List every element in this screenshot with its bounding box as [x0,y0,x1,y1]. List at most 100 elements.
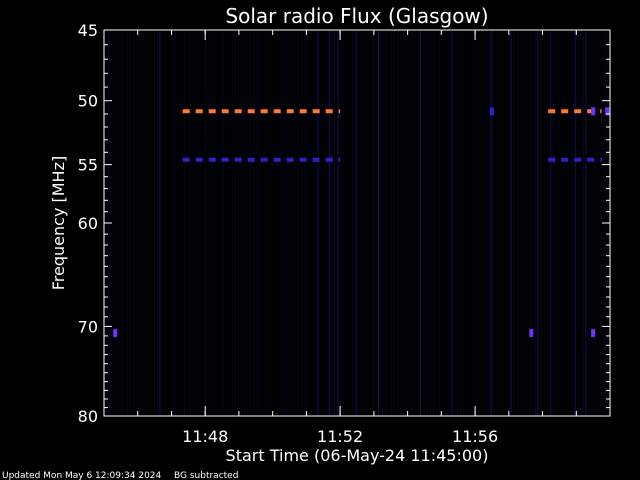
noise-column [172,31,173,415]
noise-column [460,31,461,415]
noise-column [538,31,539,415]
noise-column [211,31,212,415]
noise-column [151,31,152,415]
noise-column [115,31,116,415]
noise-streak [337,31,339,415]
noise-streak [329,31,331,415]
noise-column [286,31,287,415]
x-axis-label: Start Time (06-May-24 11:45:00) [226,446,489,465]
noise-column [541,31,542,415]
noise-column [430,31,431,415]
noise-column [385,31,386,415]
noise-column [436,31,437,415]
noise-column [259,31,260,415]
noise-streak [550,31,552,415]
noise-streak [585,31,587,415]
noise-column [379,31,380,415]
noise-column [214,31,215,415]
noise-column [484,31,485,415]
noise-column [346,31,347,415]
noise-column [169,31,170,415]
noise-column [487,31,488,415]
noise-column [205,31,206,415]
noise-column [532,31,533,415]
noise-column [523,31,524,415]
noise-column [568,31,569,415]
noise-streak [490,31,492,415]
noise-column [373,31,374,415]
noise-column [535,31,536,415]
noise-column [412,31,413,415]
y-axis-ticks: 45 50 55 60 70 80 [78,21,610,426]
noise-column [112,31,113,415]
noise-column [232,31,233,415]
emission-spot [529,329,534,338]
noise-column [358,31,359,415]
noise-column [559,31,560,415]
noise-column [409,31,410,415]
noise-column [274,31,275,415]
noise-column [298,31,299,415]
noise-column [226,31,227,415]
noise-column [178,31,179,415]
noise-column [520,31,521,415]
noise-column [577,31,578,415]
noise-streak [574,31,576,415]
emission-spot [591,329,596,338]
noise-column [529,31,530,415]
noise-column [307,31,308,415]
noise-streak [420,31,421,415]
noise-column [265,31,266,415]
noise-column [403,31,404,415]
noise-column [349,31,350,415]
noise-column [574,31,575,415]
noise-column [334,31,335,415]
noise-column [478,31,479,415]
noise-column [295,31,296,415]
noise-column [505,31,506,415]
x-axis-ticks: 11:48 11:52 11:56 [137,30,577,446]
noise-streak [536,31,538,415]
noise-column [361,31,362,415]
noise-column [280,31,281,415]
noise-column [241,31,242,415]
noise-column [145,31,146,415]
noise-column [202,31,203,415]
noise-column [340,31,341,415]
noise-column [475,31,476,415]
noise-column [313,31,314,415]
noise-column [463,31,464,415]
y-tick-label: 60 [78,214,98,233]
noise-column [157,31,158,415]
noise-column [262,31,263,415]
noise-column [190,31,191,415]
noise-streak [159,31,161,415]
noise-column [400,31,401,415]
noise-column [199,31,200,415]
emission-spot [113,329,118,338]
noise-layer [106,31,608,415]
noise-column [271,31,272,415]
noise-column [148,31,149,415]
emission-spot [591,107,596,116]
noise-column [319,31,320,415]
noise-column [217,31,218,415]
noise-streak [317,31,319,415]
noise-column [343,31,344,415]
noise-column [118,31,119,415]
x-tick-label: 11:52 [317,427,363,446]
noise-column [481,31,482,415]
noise-column [427,31,428,415]
noise-column [316,31,317,415]
noise-column [352,31,353,415]
noise-column [397,31,398,415]
noise-column [394,31,395,415]
noise-column [223,31,224,415]
noise-column [370,31,371,415]
noise-column [160,31,161,415]
noise-column [166,31,167,415]
noise-column [580,31,581,415]
noise-column [175,31,176,415]
noise-column [184,31,185,415]
